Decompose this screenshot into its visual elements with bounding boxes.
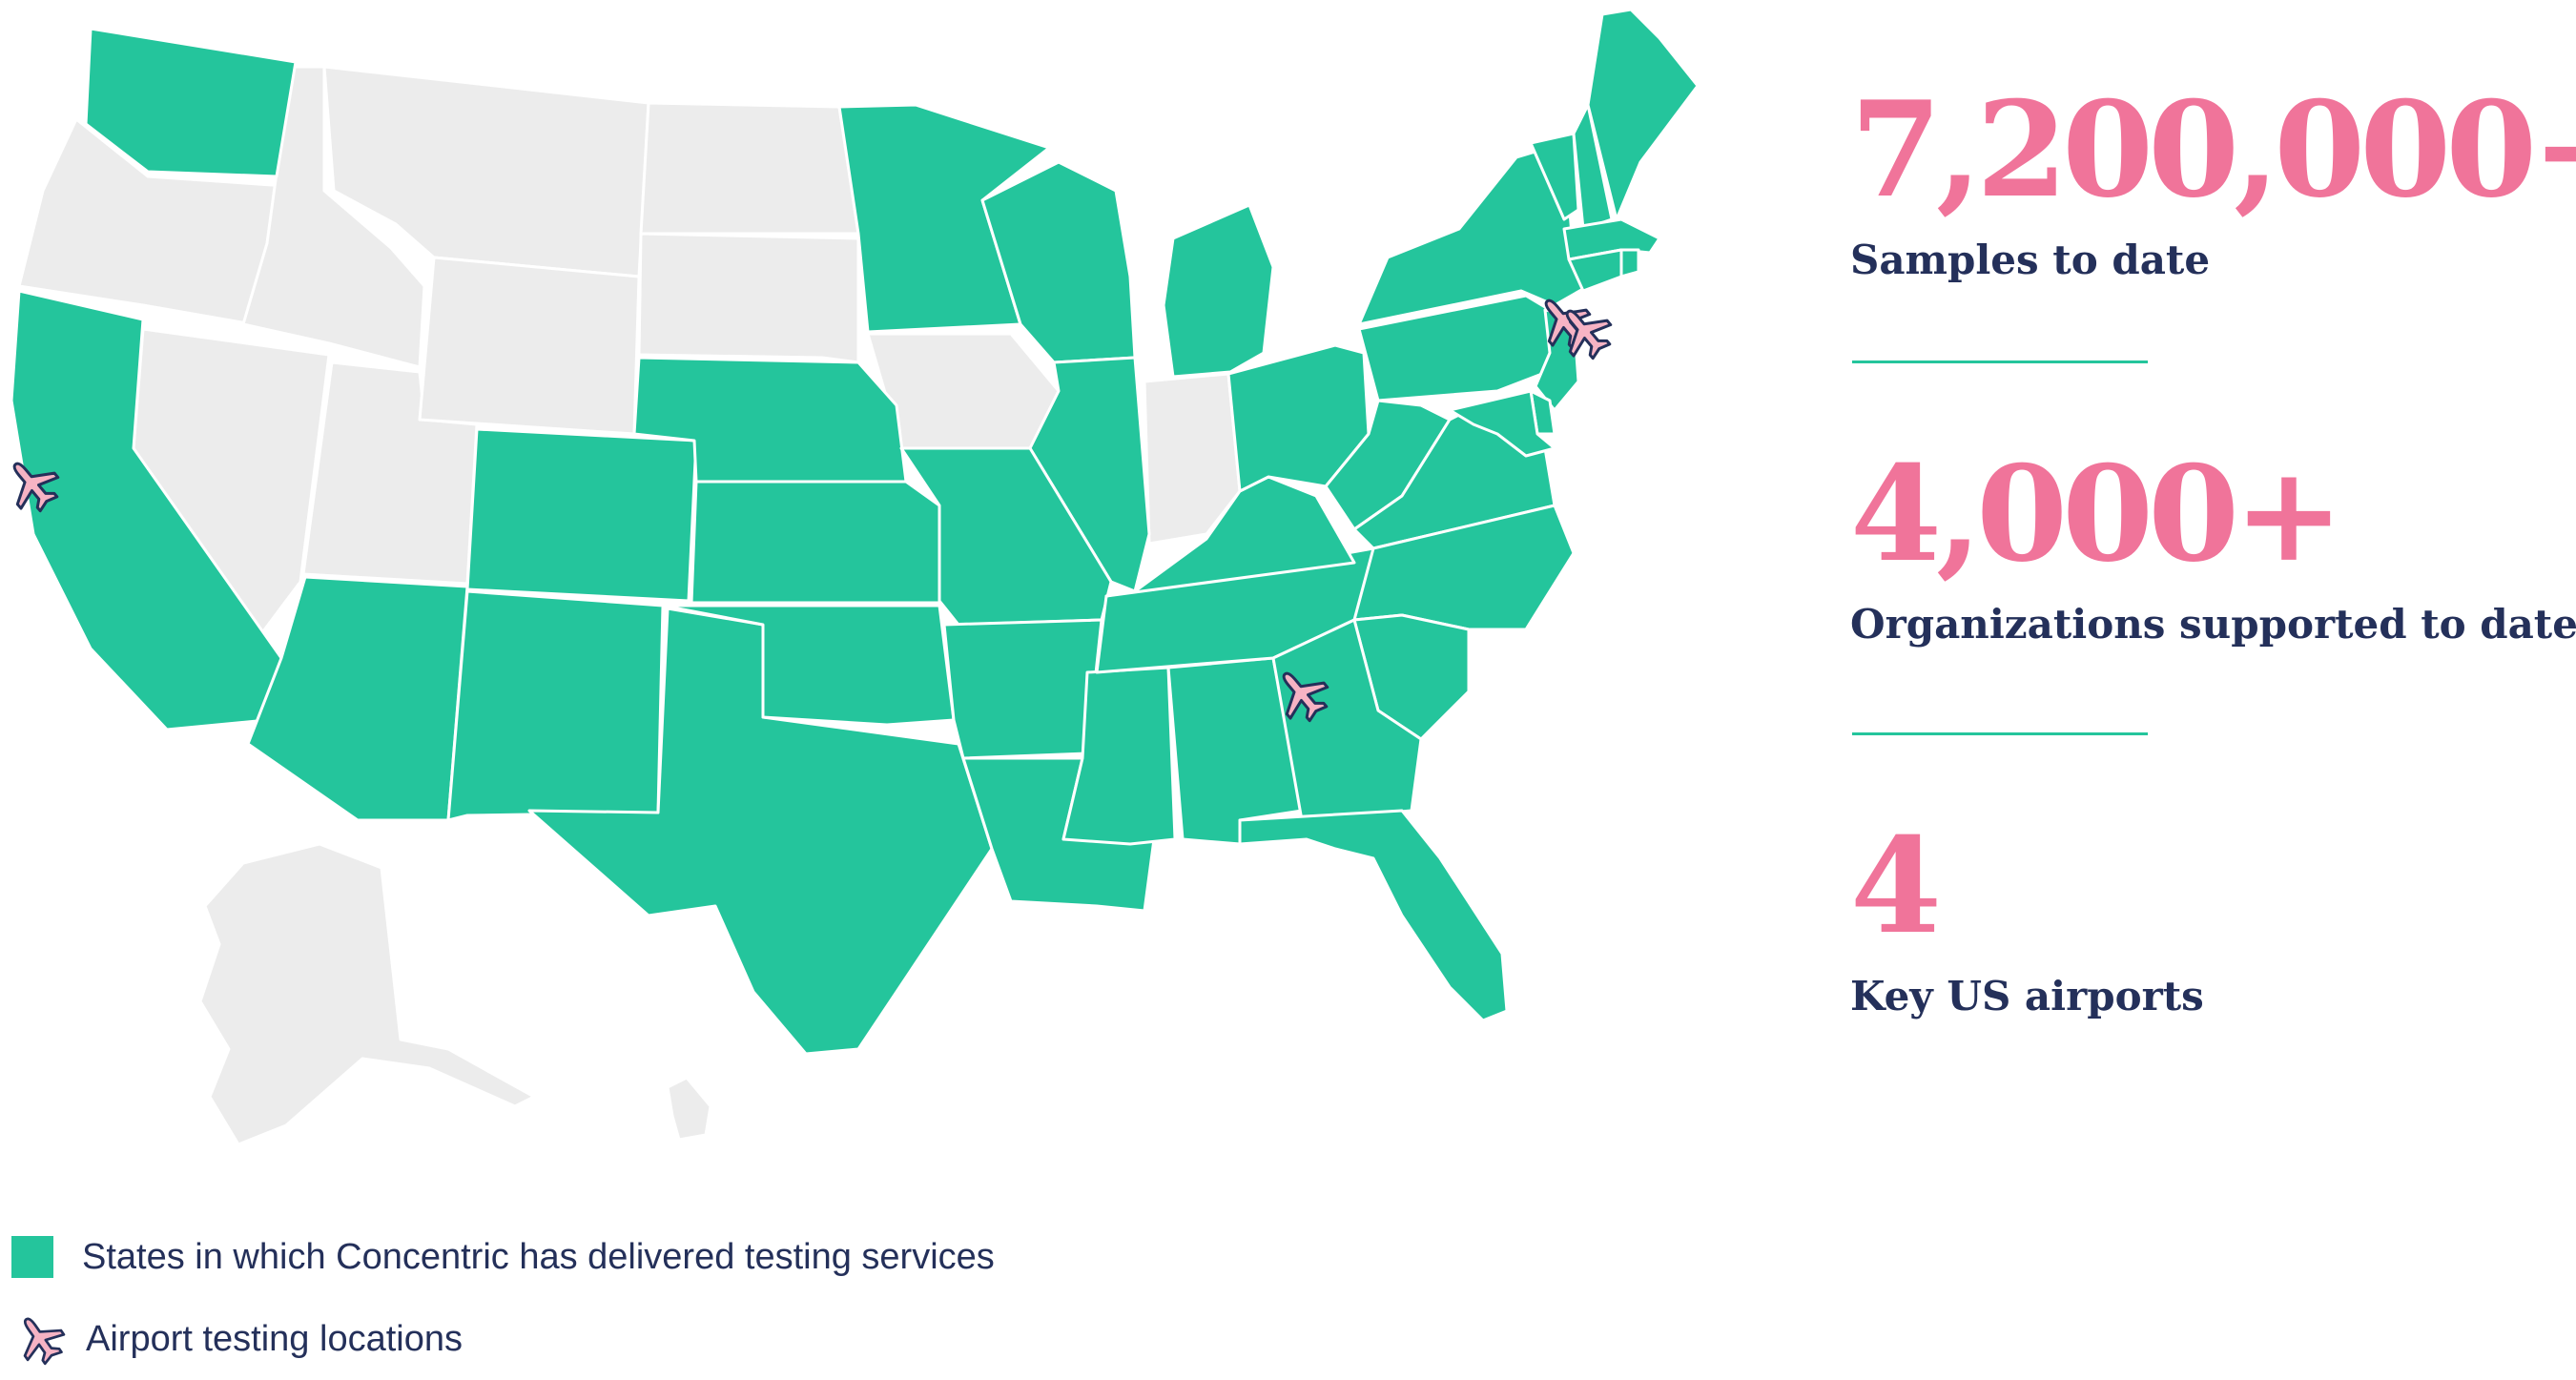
state-NH xyxy=(1572,103,1614,231)
state-NM xyxy=(446,589,665,822)
stat-airports-label: Key US airports xyxy=(1850,973,2204,1020)
stat-divider xyxy=(1852,360,2148,363)
stat-samples-value: 7,200,000+ xyxy=(1850,72,2576,227)
stat-airports-value: 4 xyxy=(1850,808,1942,963)
non-served-states xyxy=(17,65,1242,1146)
stat-organizations: 4,000+ Organizations supported to date xyxy=(1850,436,2576,649)
state-MD xyxy=(1448,389,1556,458)
legend-states-label: States in which Concentric has delivered… xyxy=(82,1236,995,1277)
legend-swatch-served xyxy=(11,1236,53,1278)
state-AK xyxy=(198,842,536,1146)
airport-marker-icon xyxy=(1282,671,1329,723)
legend-airports: Airport testing locations xyxy=(11,1310,463,1368)
state-AZ xyxy=(246,575,469,822)
state-ME xyxy=(1586,8,1700,221)
served-states xyxy=(10,8,1700,1056)
airport-marker-icon xyxy=(12,462,60,513)
state-CO xyxy=(465,427,698,603)
state-KY xyxy=(1104,475,1356,598)
state-WA xyxy=(84,27,298,178)
state-TX xyxy=(527,607,994,1056)
state-WI xyxy=(980,160,1137,364)
stat-organizations-label: Organizations supported to date xyxy=(1850,601,2576,648)
stat-divider xyxy=(1852,732,2148,735)
state-HI xyxy=(666,1076,712,1142)
state-MI xyxy=(1162,203,1275,379)
state-OK xyxy=(661,604,956,727)
state-SD xyxy=(637,232,860,364)
legend-states: States in which Concentric has delivered… xyxy=(11,1236,995,1278)
state-AR xyxy=(942,618,1103,760)
airport-markers xyxy=(12,299,1613,723)
legend-airports-label: Airport testing locations xyxy=(86,1318,463,1359)
state-IL xyxy=(1028,356,1151,593)
state-RI xyxy=(1619,248,1640,278)
state-ID xyxy=(241,65,426,369)
state-ND xyxy=(639,101,860,236)
us-coverage-map xyxy=(10,8,1700,1146)
us-map-svg xyxy=(10,8,1700,1146)
stat-airports: 4 Key US airports xyxy=(1850,820,2204,1020)
airplane-icon xyxy=(23,1317,66,1366)
state-WY xyxy=(418,256,641,436)
stat-organizations-value: 4,000+ xyxy=(1850,436,2344,591)
stat-samples-label: Samples to date xyxy=(1850,237,2211,283)
airport-marker-icon xyxy=(1565,309,1613,360)
state-FL xyxy=(1238,809,1509,1022)
stat-samples: 7,200,000+ Samples to date xyxy=(1850,72,2576,284)
state-VT xyxy=(1529,132,1580,221)
state-KS xyxy=(690,480,941,605)
